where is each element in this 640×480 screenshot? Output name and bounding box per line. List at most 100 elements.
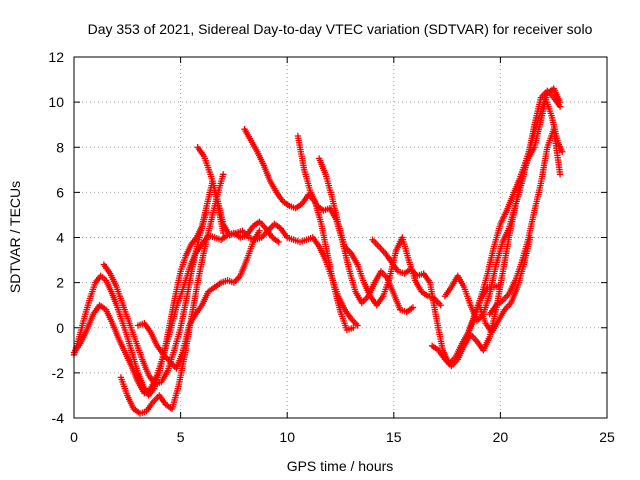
data-point-trail (487, 263, 499, 295)
data-point-trail (177, 295, 190, 329)
data-point-trail (274, 190, 285, 203)
data-point-trail (135, 371, 146, 388)
data-point-trail (487, 303, 499, 316)
data-point-trail (107, 272, 119, 289)
data-point-trail (157, 394, 168, 406)
data-point-trail (539, 89, 549, 100)
data-point-trail (475, 312, 485, 323)
data-point-trail (342, 308, 354, 321)
data-point-trail (173, 351, 186, 370)
data-point-trail (119, 320, 130, 338)
data-point-trail (228, 230, 238, 238)
data-point-trail (153, 379, 163, 387)
data-point-trail (402, 267, 413, 276)
data-point-trail (399, 307, 408, 315)
data-point-trail (506, 279, 518, 296)
data-point-trail (161, 353, 172, 364)
data-point-trail (310, 236, 322, 248)
data-point-trail (148, 330, 160, 348)
data-point-trail (308, 191, 320, 208)
x-tick-label: 25 (599, 429, 615, 445)
data-point-trail (461, 286, 473, 307)
data-point-trail (383, 251, 394, 264)
grid-layer (74, 57, 607, 418)
data-point-trail (125, 394, 136, 411)
data-point-trail (449, 357, 460, 368)
data-point-trail (343, 245, 353, 255)
data-point-trail (169, 385, 182, 410)
y-tick-label: -2 (52, 365, 65, 381)
y-tick-label: 8 (56, 139, 64, 155)
data-point-trail (116, 337, 128, 354)
data-point-trail (416, 271, 425, 279)
data-point-trail (301, 168, 314, 194)
data-point-trail (173, 288, 186, 309)
data-point (409, 304, 417, 311)
data-point-trail (391, 292, 403, 311)
data-point-trail (550, 128, 563, 176)
data-point (556, 171, 564, 178)
data-point-trail (294, 201, 304, 211)
data-point-trail (180, 324, 192, 354)
data-point-trail (139, 358, 152, 377)
chart-title: Day 353 of 2021, Sidereal Day-to-day VTE… (88, 21, 593, 37)
data-point-trail (521, 236, 533, 266)
data-point-trail (292, 237, 302, 245)
data-point-trail (268, 179, 279, 194)
data-point-trail (380, 277, 392, 298)
data-point-trail (272, 221, 283, 231)
data-point-trail (370, 238, 381, 249)
data-point-trail (551, 87, 563, 104)
data-point-trail (151, 393, 161, 404)
data-point-trail (207, 232, 216, 240)
data-point (556, 103, 564, 110)
data-point-trail (278, 227, 290, 239)
data-point-trail (237, 258, 250, 278)
data-point-trail (331, 286, 344, 313)
data-point-trail (159, 369, 170, 384)
data-point-trail (525, 209, 538, 241)
data-point-trail (247, 235, 257, 243)
data-point-trail (93, 274, 103, 285)
data-point-trail (489, 319, 501, 334)
data-point-trail (455, 344, 467, 361)
data-point-trail (213, 280, 223, 290)
data-point-trail (99, 274, 108, 283)
data-point-trail (142, 321, 153, 334)
data-point (559, 148, 566, 155)
data-point-trail (103, 308, 115, 325)
data-point-trail (136, 320, 146, 328)
data-point-trail (338, 311, 350, 331)
data-point (527, 234, 534, 241)
data-point-trail (555, 141, 565, 154)
data-point-trail (71, 335, 82, 356)
tick-layer: 0 5 10 15 20 25 -4 -2 0 2 4 6 8 10 12 (48, 49, 615, 445)
data-point-trail (175, 353, 188, 388)
data-point-trail (443, 357, 453, 368)
data-point-trail (226, 277, 235, 286)
data-point-trail (379, 269, 390, 280)
data-point-trail (82, 297, 93, 318)
data-point-trail (201, 223, 214, 252)
data-point-trail (242, 127, 254, 142)
data-point-trail (172, 270, 184, 298)
data-point-trail (132, 406, 142, 416)
data-point-trail (161, 322, 173, 352)
data-point-trail (430, 343, 441, 353)
x-tick-label: 20 (493, 429, 509, 445)
data-point-trail (329, 195, 342, 225)
data-point-trail (219, 233, 230, 242)
data-point-trail (144, 400, 155, 413)
y-tick-label: -4 (52, 410, 65, 426)
data-point-trail (404, 305, 415, 315)
data-point-trail (146, 373, 157, 386)
data-point-trail (484, 245, 497, 275)
series-track-3 (100, 209, 210, 388)
data-point-trail (389, 260, 400, 273)
data-point-trail (133, 340, 145, 361)
y-tick-label: 12 (48, 49, 64, 65)
data-point (354, 322, 361, 329)
data-point-trail (178, 254, 189, 273)
data-point-trail (244, 224, 256, 237)
